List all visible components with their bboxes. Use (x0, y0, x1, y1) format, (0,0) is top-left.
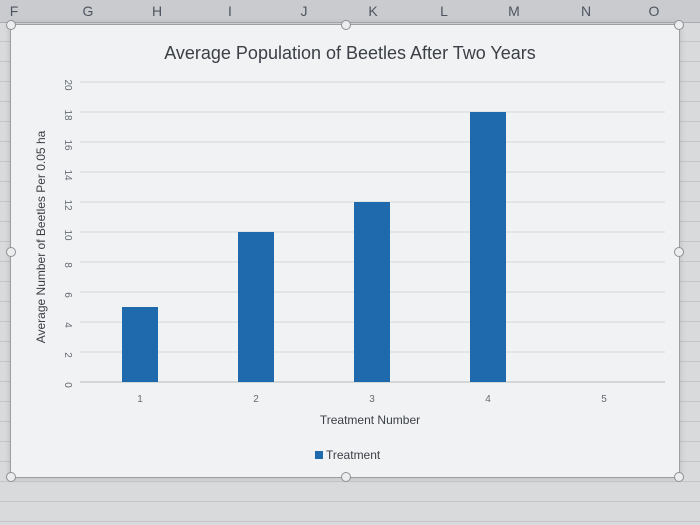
y-tick-label-6: 6 (62, 292, 73, 298)
x-tick-label-4: 4 (485, 394, 491, 405)
resize-handle-top-left[interactable] (6, 20, 16, 30)
y-tick-label-18: 18 (62, 109, 73, 121)
legend-entry-treatment: Treatment (326, 448, 381, 462)
x-tick-label-2: 2 (253, 394, 259, 405)
column-header-i[interactable]: I (228, 3, 232, 19)
y-tick-label-16: 16 (62, 139, 73, 151)
x-axis-label: Treatment Number (320, 413, 420, 427)
resize-handle-bottom-left[interactable] (6, 472, 16, 482)
y-tick-label-20: 20 (62, 79, 73, 91)
resize-handle-right[interactable] (674, 247, 684, 257)
column-header-g[interactable]: G (82, 3, 94, 19)
column-header-m[interactable]: M (508, 3, 520, 19)
resize-handle-bottom-right[interactable] (674, 472, 684, 482)
resize-handle-top-right[interactable] (674, 20, 684, 30)
y-tick-label-8: 8 (62, 262, 73, 268)
y-tick-label-14: 14 (62, 169, 73, 181)
y-tick-label-12: 12 (62, 199, 73, 211)
chart-title: Average Population of Beetles After Two … (164, 43, 536, 63)
y-tick-label-10: 10 (62, 229, 73, 241)
legend[interactable]: Treatment (315, 448, 380, 462)
resize-handle-bottom[interactable] (341, 472, 351, 482)
chart-area[interactable] (6, 20, 684, 482)
y-axis-label: Average Number of Beetles Per 0.05 ha (34, 130, 48, 343)
x-tick-label-3: 3 (369, 394, 375, 405)
y-tick-label-2: 2 (62, 352, 73, 358)
column-header-k[interactable]: K (368, 3, 378, 19)
column-header-l[interactable]: L (440, 3, 448, 19)
column-header-h[interactable]: H (151, 3, 163, 19)
column-header-n[interactable]: N (580, 3, 592, 19)
y-tick-labels: 0 2 4 6 8 10 12 14 16 18 20 (62, 79, 73, 388)
resize-handle-left[interactable] (6, 247, 16, 257)
column-header-o[interactable]: O (648, 3, 660, 19)
bar-treatment-1[interactable] (122, 307, 158, 382)
bar-treatment-3[interactable] (354, 202, 390, 382)
column-header-f[interactable]: F (9, 3, 19, 19)
legend-swatch (315, 451, 323, 459)
x-tick-label-1: 1 (137, 394, 143, 405)
column-header-j[interactable]: J (300, 3, 308, 19)
x-tick-labels: 1 2 3 4 5 (137, 394, 607, 405)
x-tick-label-5: 5 (601, 394, 607, 405)
bars (122, 112, 506, 382)
resize-handle-top[interactable] (341, 20, 351, 30)
bar-treatment-2[interactable] (238, 232, 274, 382)
y-tick-label-4: 4 (62, 322, 73, 328)
bar-treatment-4[interactable] (470, 112, 506, 382)
y-tick-label-0: 0 (62, 382, 73, 388)
